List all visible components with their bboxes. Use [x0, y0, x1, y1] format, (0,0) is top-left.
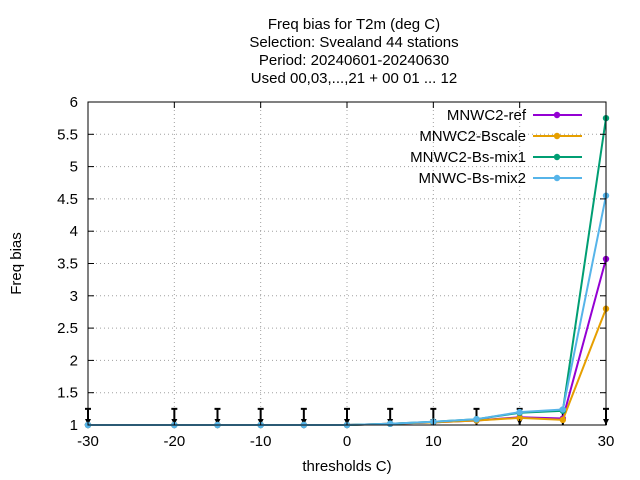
data-point: [386, 420, 394, 427]
chart-title: Freq bias for T2m (deg C)Selection: Svea…: [249, 16, 458, 87]
data-point: [559, 406, 567, 413]
y-tick-label: 6: [70, 94, 78, 111]
series-group: [84, 114, 610, 429]
x-tick-label: 10: [425, 433, 442, 450]
data-point: [516, 414, 523, 422]
x-tick-label: 20: [511, 433, 528, 450]
x-tick-label: 30: [598, 433, 615, 450]
series-line: [88, 258, 607, 426]
x-axis-label: thresholds C): [302, 458, 391, 475]
y-tick-label: 2: [70, 352, 78, 369]
y-tick-label: 5.5: [57, 126, 78, 143]
data-point: [559, 416, 567, 424]
y-tick-label: 4.5: [57, 191, 78, 208]
axis-ticks: -30 -20 -10 0 10 20 30 1 1.5 2 2.5 3 3.5 4 4.5 5 5.5 6: [57, 94, 614, 450]
data-point: [516, 408, 523, 416]
legend-label: MNWC2-Bs-mix1: [410, 149, 526, 166]
y-tick-label: 3.5: [57, 256, 78, 273]
legend-label: MNWC-Bs-mix2: [419, 170, 526, 187]
legend-marker: [553, 132, 561, 140]
title-line: Selection: Svealand 44 stations: [249, 34, 458, 51]
y-tick-label: 5: [70, 159, 78, 176]
data-point: [473, 415, 480, 423]
legend-marker: [553, 153, 561, 161]
y-tick-label: 1: [70, 417, 78, 434]
legend: MNWC2-ref MNWC2-Bscale MNWC2-Bs-mix1 MNWC-B…: [410, 107, 582, 187]
x-tick-label: -20: [163, 433, 185, 450]
y-tick-label: 1.5: [57, 385, 78, 402]
legend-marker: [553, 111, 561, 119]
title-line: Period: 20240601-20240630: [259, 52, 449, 69]
y-tick-label: 3: [70, 288, 78, 305]
legend-label: MNWC2-ref: [447, 107, 527, 124]
x-tick-label: 0: [343, 433, 351, 450]
legend-marker: [553, 174, 561, 182]
y-axis-label: Freq bias: [8, 232, 25, 295]
y-tick-label: 4: [70, 223, 78, 240]
x-tick-label: -10: [250, 433, 272, 450]
title-line: Used 00,03,...,21 + 00 01 ... 12: [251, 70, 457, 87]
grid-lines: [88, 102, 606, 425]
x-tick-label: -30: [77, 433, 99, 450]
title-line: Freq bias for T2m (deg C): [268, 16, 440, 33]
legend-label: MNWC2-Bscale: [419, 128, 526, 145]
y-tick-label: 2.5: [57, 320, 78, 337]
